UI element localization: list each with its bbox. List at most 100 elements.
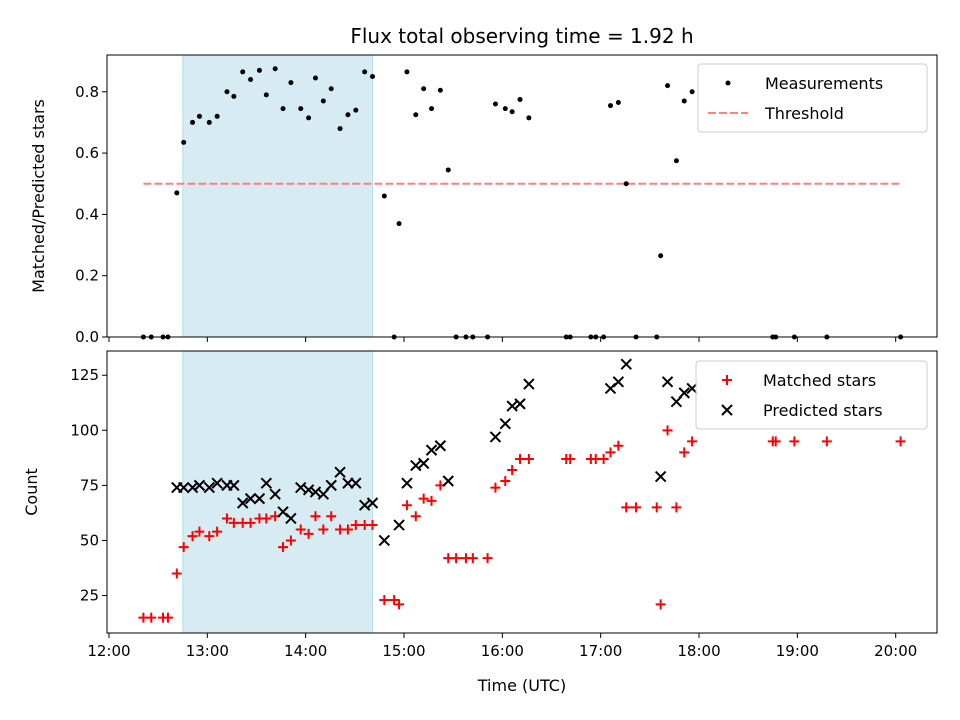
legend-predicted-swatch — [721, 404, 733, 416]
measurement-point — [224, 89, 230, 95]
measurement-point — [623, 181, 629, 187]
x-tick-label: 19:00 — [776, 642, 819, 660]
predicted-star-point — [253, 492, 266, 505]
matched-star-point — [221, 513, 232, 524]
predicted-star-point — [295, 481, 307, 494]
measurement-point — [174, 190, 180, 196]
matched-star-point — [418, 493, 429, 504]
y-tick-label: 75 — [80, 476, 99, 494]
predicted-star-point — [661, 376, 674, 388]
measurement-point — [665, 83, 671, 89]
measurement-point — [437, 87, 443, 93]
matched-star-point — [598, 453, 609, 464]
matched-star-point — [261, 513, 272, 524]
ratio-y-axis: 0.0 0.2 0.4 0.6 0.8 — [75, 83, 107, 346]
measurement-point — [673, 158, 679, 164]
matched-star-point — [194, 526, 205, 537]
matched-star-point — [631, 502, 642, 513]
count-y-axis: 25 50 75 100 125 — [70, 366, 107, 605]
ratio-panel: 0.00.20.40.60.8 Matched/Predicted stars … — [29, 54, 938, 346]
matched-star-point — [523, 453, 534, 464]
predicted-star-point — [177, 481, 190, 494]
matched-star-point — [671, 502, 682, 513]
measurement-point — [370, 73, 376, 79]
predicted-star-point — [244, 492, 257, 505]
legend-label-matched-stars: Matched stars — [763, 371, 876, 390]
matched-star-point — [389, 594, 400, 605]
measurement-point — [263, 92, 269, 98]
predicted-star-point — [434, 440, 447, 452]
count-series — [138, 358, 906, 623]
chart-title: Flux total observing time = 1.92 h — [350, 24, 693, 48]
matched-star-point — [146, 612, 157, 623]
y-tick-label: 25 — [80, 587, 99, 605]
predicted-star-point — [425, 444, 438, 456]
legend-box — [695, 360, 928, 430]
matched-star-point — [821, 436, 832, 447]
matched-star-point — [621, 502, 632, 513]
legend-matched-swatch — [722, 375, 732, 385]
matched-star-point — [687, 436, 698, 447]
matched-star-point — [679, 447, 690, 458]
measurement-point — [429, 106, 435, 112]
predicted-star-point — [334, 466, 346, 478]
predicted-star-point — [410, 459, 422, 472]
measurement-point — [502, 106, 508, 112]
ratio-legend: Measurements Threshold — [697, 63, 928, 133]
measurement-point — [615, 100, 621, 106]
legend-label-predicted-stars: Predicted stars — [763, 401, 883, 420]
y-tick-label: 0.6 — [75, 144, 99, 162]
measurement-point — [272, 66, 278, 72]
predicted-star-point — [378, 534, 391, 547]
y-tick-label: 50 — [80, 531, 99, 549]
count-y-axis-label: Count — [22, 468, 41, 516]
measurement-point — [492, 101, 498, 107]
matched-star-point — [171, 568, 182, 579]
measurement-point — [280, 106, 286, 112]
measurement-point — [381, 193, 387, 199]
x-tick-label: 12:00 — [87, 642, 130, 660]
measurement-point — [362, 69, 368, 75]
time-x-axis: 12:00 13:00 14:00 15:00 16:00 17:00 18:00 19:00… — [87, 633, 917, 660]
matched-star-point — [187, 531, 198, 542]
measurement-point — [608, 103, 614, 109]
measurement-point — [509, 109, 515, 115]
measurement-point — [214, 113, 220, 119]
predicted-star-point — [358, 499, 371, 511]
matched-star-point — [310, 511, 321, 522]
measurement-point — [288, 80, 294, 86]
y-tick-label: 0.4 — [75, 205, 99, 223]
predicted-star-point — [228, 479, 240, 492]
predicted-star-point — [678, 387, 690, 399]
predicted-star-point — [211, 477, 223, 489]
matched-star-point — [367, 520, 378, 531]
predicted-star-point — [620, 358, 632, 370]
matched-star-point — [178, 542, 189, 553]
matched-star-point — [410, 511, 421, 522]
predicted-star-point — [203, 481, 215, 494]
measurement-point — [404, 69, 410, 75]
predicted-star-point — [237, 497, 249, 509]
matched-star-point — [394, 599, 405, 610]
matched-star-point — [285, 535, 296, 546]
matched-star-point — [295, 524, 306, 535]
predicted-star-point — [499, 417, 511, 430]
measurement-point — [689, 89, 695, 95]
matched-star-point — [507, 464, 518, 475]
measurement-point — [196, 113, 202, 119]
measurement-point — [526, 115, 532, 121]
measurement-point — [298, 106, 304, 112]
matched-star-point — [500, 475, 511, 486]
count-axes-frame — [106, 350, 938, 634]
y-tick-label: 0.2 — [75, 267, 99, 285]
measurement-point — [396, 221, 402, 227]
predicted-star-point — [260, 477, 273, 489]
predicted-star-point — [285, 512, 297, 525]
predicted-star-point — [317, 488, 330, 500]
predicted-star-point — [302, 484, 315, 496]
ratio-x-axis — [108, 337, 897, 342]
matched-star-point — [350, 520, 361, 531]
ratio-y-axis-label: Matched/Predicted stars — [29, 99, 48, 293]
measurement-point — [190, 119, 196, 125]
measurement-point — [240, 69, 246, 75]
